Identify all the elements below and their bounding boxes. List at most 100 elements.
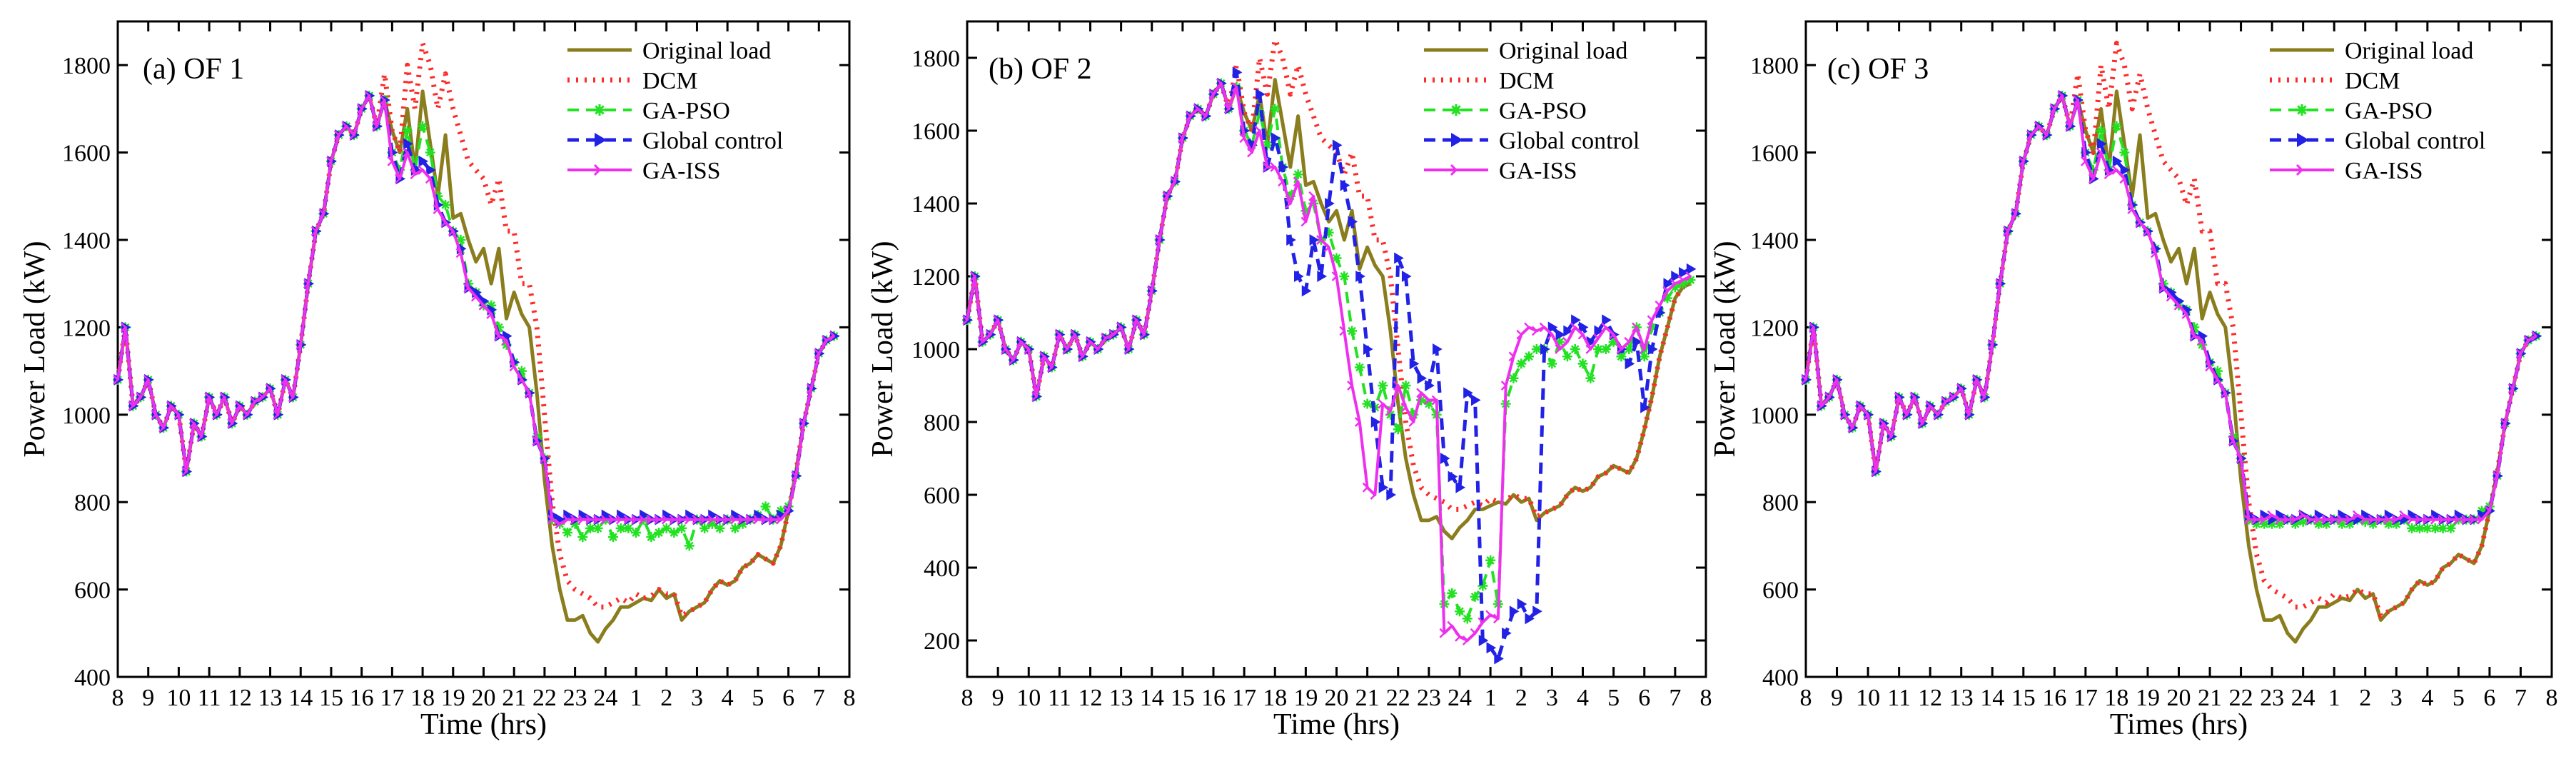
data-point-ga-iss [257,392,264,403]
data-point-ga-pso [1400,381,1411,391]
data-point-ga-iss [250,396,256,407]
data-point-ga-iss [1323,242,1330,253]
data-point-global-control [1640,401,1650,413]
data-point-ga-iss [1008,355,1015,366]
data-point-ga-pso [608,532,619,543]
legend-label: DCM [642,68,697,94]
x-tick-label: 19 [441,685,465,711]
y-tick-label: 1400 [62,228,111,254]
series-global-control [113,90,840,526]
x-tick-label: 18 [2104,685,2128,711]
legend-label: Original load [642,38,771,64]
data-point-ga-iss [1331,271,1338,281]
data-point-ga-pso [418,121,428,131]
data-point-global-control [1525,613,1535,625]
data-point-ga-iss [962,315,969,326]
data-point-ga-iss [2329,514,2335,525]
data-point-ga-iss [806,383,813,393]
data-point-ga-iss [2399,510,2405,521]
x-tick-label: 17 [1232,685,1256,711]
data-point-ga-pso [1416,395,1427,406]
data-point-ga-iss [1816,401,1823,411]
data-point-ga-iss [1223,104,1231,114]
data-point-ga-iss [387,156,394,166]
data-point-ga-iss [1154,235,1161,245]
y-tick-label: 400 [1762,665,1799,691]
data-point-ga-iss [2275,514,2281,525]
data-point-ga-iss [2034,121,2041,131]
data-point-ga-iss [1894,392,1901,403]
data-point-ga-pso [1600,344,1611,354]
data-point-ga-pso [1593,344,1604,354]
data-point-ga-iss [2375,514,2383,525]
data-point-ga-iss [2111,165,2118,175]
data-point-ga-iss [1809,322,1815,333]
data-point-ga-iss [791,471,798,481]
data-point-ga-iss [1547,329,1554,340]
data-point-ga-pso [775,506,786,516]
data-point-ga-iss [1070,329,1076,340]
data-point-ga-iss [517,374,523,385]
x-tick-label: 19 [1293,685,1318,711]
data-point-ga-pso [1570,344,1580,354]
x-tick-label: 10 [1856,685,1880,711]
data-point-ga-pso [1662,293,1673,303]
x-axis-label: Time (hrs) [420,708,547,741]
data-point-ga-iss [1408,417,1415,427]
x-tick-label: 14 [1140,685,1164,711]
data-point-ga-iss [1832,374,1839,385]
data-point-global-control [1394,252,1404,264]
data-point-ga-pso [654,528,665,538]
data-point-ga-pso [1447,588,1458,598]
data-point-ga-iss [1964,409,1971,420]
data-point-ga-iss [1362,482,1369,493]
x-tick-label: 24 [2291,685,2315,711]
legend-marker [1450,164,1458,176]
plot-frame [1804,20,2553,678]
data-point-ga-pso [570,518,580,529]
data-point-ga-pso [1585,373,1596,383]
data-point-ga-iss [326,156,333,166]
data-point-ga-pso [455,235,466,245]
data-point-ga-iss [1971,374,1979,385]
data-point-ga-iss [1016,336,1023,347]
data-point-ga-iss [1231,81,1238,92]
y-tick-label: 600 [74,578,111,604]
data-point-ga-pso [1685,275,1696,286]
data-point-ga-iss [1385,406,1392,416]
data-point-ga-iss [969,271,976,281]
x-tick-label: 7 [813,685,825,711]
data-point-global-control [1378,481,1389,493]
data-point-ga-iss [1655,300,1662,311]
data-point-ga-iss [570,514,577,525]
data-point-ga-iss [1239,133,1246,144]
data-point-ga-iss [2337,514,2343,525]
data-point-global-control [1517,598,1527,610]
data-point-ga-pso [1262,140,1273,151]
y-tick-label: 1600 [62,141,111,167]
data-point-ga-iss [2181,309,2188,319]
data-point-ga-iss [722,514,729,525]
y-tick-label: 1200 [62,315,111,341]
data-point-global-control [1433,343,1443,355]
legend-item-original-load: Original load [567,38,771,64]
x-tick-label: 8 [961,685,974,711]
data-point-global-control [1370,416,1381,428]
data-point-ga-iss [1531,326,1538,336]
data-point-global-control [1663,278,1674,290]
data-point-global-control [1293,271,1304,282]
data-point-ga-iss [1909,392,1916,403]
data-point-global-control [1425,380,1435,391]
legend-label: Global control [642,128,783,154]
data-point-ga-pso [2414,523,2425,533]
series-line-ga-iss [116,94,835,526]
x-tick-label: 4 [2421,685,2433,711]
data-point-ga-iss [128,401,135,411]
data-point-ga-pso [1577,358,1588,369]
y-tick-label: 1600 [1750,141,1799,167]
x-tick-label: 11 [1887,685,1911,711]
legend-marker [2295,164,2304,176]
x-tick-label: 2 [660,685,672,711]
x-tick-label: 22 [532,685,557,711]
series-ga-pso [1801,91,2542,533]
